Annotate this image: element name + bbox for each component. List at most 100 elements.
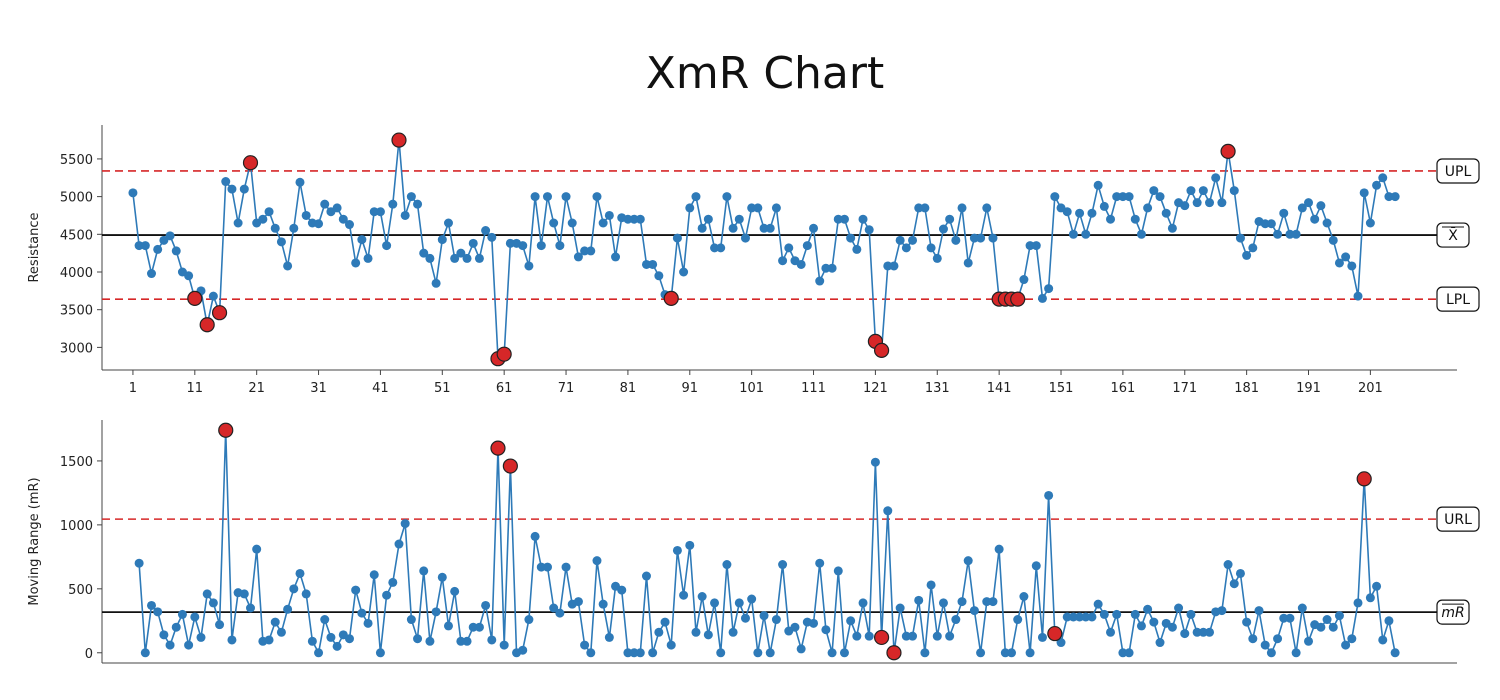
data-point (1235, 568, 1245, 578)
data-point (1180, 629, 1190, 639)
data-point (270, 617, 280, 627)
data-point (1167, 622, 1177, 632)
data-point (1099, 201, 1109, 211)
y-tick-label: 3000 (60, 341, 93, 356)
data-point (864, 225, 874, 235)
data-point (660, 617, 670, 627)
data-point (1266, 648, 1276, 658)
data-point (969, 233, 979, 243)
data-point (747, 594, 757, 604)
data-point (530, 531, 540, 541)
y-axis-label: Moving Range (mR) (27, 477, 42, 605)
data-point (1007, 648, 1017, 658)
data-point (481, 600, 491, 610)
data-point (703, 630, 713, 640)
data-point (1025, 241, 1035, 251)
data-point (716, 243, 726, 253)
data-point (320, 199, 330, 209)
data-point (945, 631, 955, 641)
data-point (778, 256, 788, 266)
data-point (542, 192, 552, 202)
data-point (406, 615, 416, 625)
data-point (567, 218, 577, 228)
data-point (895, 603, 905, 613)
data-point (1365, 218, 1375, 228)
data-point (1235, 233, 1245, 243)
data-point (474, 253, 484, 263)
mr-chart: 0 500 1000 1500 Moving Range (mR) URL mR (27, 420, 1480, 664)
data-point (338, 214, 348, 224)
data-point (951, 235, 961, 245)
data-point (1260, 640, 1270, 650)
limit-label: LPL (1446, 292, 1470, 308)
data-point (159, 235, 169, 245)
data-point (505, 238, 515, 248)
signal-point (663, 290, 679, 306)
data-point (1180, 201, 1190, 211)
data-point (1310, 214, 1320, 224)
data-point (759, 223, 769, 233)
data-point (134, 241, 144, 251)
data-point (394, 539, 404, 549)
data-point (1044, 490, 1054, 500)
data-point (821, 625, 831, 635)
data-point (1000, 648, 1010, 658)
signal-point (873, 629, 890, 646)
data-point (1081, 229, 1091, 239)
data-point (425, 253, 435, 263)
data-point (1328, 235, 1338, 245)
data-point (369, 207, 379, 217)
data-point (1390, 192, 1400, 202)
data-point (573, 597, 583, 607)
data-point (536, 241, 546, 251)
data-point (140, 648, 150, 658)
x-tick-label: 11 (187, 381, 204, 396)
data-point (1365, 593, 1375, 603)
data-point (400, 519, 410, 529)
data-point (1378, 635, 1388, 645)
data-point (1037, 293, 1047, 303)
data-point (672, 233, 682, 243)
data-point (858, 598, 868, 608)
data-point (1198, 186, 1208, 196)
x-tick-label: 111 (801, 381, 826, 396)
data-point (710, 598, 720, 608)
data-point (920, 648, 930, 658)
data-point (153, 244, 163, 254)
data-point (307, 636, 317, 646)
data-point (889, 261, 899, 271)
data-point (561, 192, 571, 202)
data-point (691, 627, 701, 637)
data-point (1285, 229, 1295, 239)
data-point (1167, 223, 1177, 233)
data-point (227, 635, 237, 645)
data-point (1372, 581, 1382, 591)
data-point (703, 214, 713, 224)
data-point (747, 203, 757, 213)
data-point (1347, 261, 1357, 271)
data-point (1075, 208, 1085, 218)
data-point (580, 246, 590, 256)
x-tick-label: 131 (925, 381, 950, 396)
data-point (592, 556, 602, 566)
data-point (765, 223, 775, 233)
data-point (264, 207, 274, 217)
x-tick-label: 101 (739, 381, 764, 396)
data-point (468, 238, 478, 248)
data-point (450, 253, 460, 263)
data-point (301, 210, 311, 220)
data-point (1112, 609, 1122, 619)
data-point (431, 278, 441, 288)
data-point (784, 243, 794, 253)
data-point (796, 259, 806, 269)
data-point (1124, 192, 1134, 202)
data-point (679, 267, 689, 277)
data-point (276, 237, 286, 247)
data-point (796, 644, 806, 654)
data-point (932, 253, 942, 263)
x-tick-label: 141 (987, 381, 1012, 396)
data-point (1322, 615, 1332, 625)
x-tick-label: 31 (310, 381, 327, 396)
data-point (1062, 612, 1072, 622)
